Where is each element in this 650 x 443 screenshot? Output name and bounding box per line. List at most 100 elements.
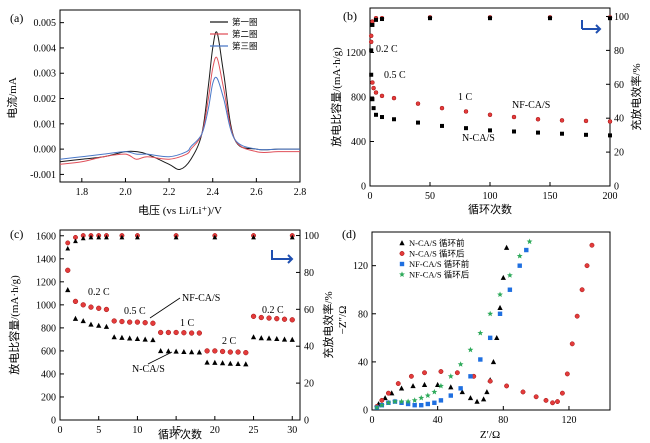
nf-after-point <box>392 398 398 405</box>
n-after-point <box>520 389 526 395</box>
panel-d-frame <box>371 231 611 411</box>
n-rate-point <box>258 335 264 341</box>
n-after-point <box>533 394 539 400</box>
legend-d-marker <box>399 251 405 256</box>
n-efficiency-point <box>380 17 384 22</box>
legend-d-marker <box>399 271 405 277</box>
n-rate-point <box>274 335 280 342</box>
nf-rate-point <box>212 348 218 354</box>
n-rate-efficiency-point <box>73 238 78 244</box>
n-before-point <box>398 385 405 391</box>
panel-c-y-tick-label: 200 <box>41 392 56 403</box>
panel-d-x-tick-label: 40 <box>433 415 443 426</box>
nf-rate-point <box>219 348 226 355</box>
n-capacity-point <box>380 115 384 120</box>
panel-a-x-tick-label: 2.6 <box>250 187 263 198</box>
panel-d-x-tick-label: 0 <box>370 415 375 426</box>
nf-capacity-point <box>368 33 374 39</box>
panel-b-x-tick-label: 200 <box>603 191 618 202</box>
panel-b-y-tick-label: 0 <box>361 182 366 193</box>
panel-c-y-tick-label: 1000 <box>36 300 56 311</box>
nf-capacity-point <box>559 118 565 123</box>
rate-label: 0.2 C <box>376 44 398 55</box>
nf-rate-point <box>258 314 264 321</box>
panel-c-y-tick-label: 800 <box>41 323 56 334</box>
nf-capacity-point <box>391 95 397 101</box>
n-efficiency-point <box>370 22 375 27</box>
panel-b-xlabel: 循环次数 <box>468 202 512 216</box>
nf-before-point <box>432 400 437 405</box>
nf-before-point <box>517 263 522 268</box>
nf-before-point <box>412 402 417 408</box>
series-label: N-CA/S <box>132 364 165 375</box>
nf-rate-point <box>111 318 117 324</box>
panel-d-xlabel: Z′/Ω <box>480 429 500 441</box>
nf-before-point <box>468 374 473 379</box>
n-rate-efficiency-point <box>173 234 179 240</box>
n-before-point <box>490 359 497 365</box>
n-capacity-point <box>374 112 378 117</box>
panel-b-y2-tick-label: 100 <box>614 12 629 23</box>
n-capacity-point <box>371 106 376 111</box>
cv-curve-3 <box>59 76 300 160</box>
nf-after-point <box>405 398 412 405</box>
nf-rate-point <box>134 319 141 325</box>
n-efficiency-point <box>548 16 552 21</box>
nf-before-point <box>405 401 411 407</box>
nf-capacity-point <box>371 85 376 91</box>
n-rate-efficiency-point <box>212 234 218 240</box>
n-capacity-point <box>560 131 564 136</box>
n-rate-point <box>134 335 141 342</box>
nf-after-point <box>424 392 431 399</box>
panel-b-y-tick-label: 1200 <box>346 48 366 59</box>
n-rate-efficiency-point <box>88 234 94 240</box>
panel-b-y2-tick-label: 80 <box>614 46 624 57</box>
panel-d: (d) Z′/Ω −Z″/Ω 0 40 80 120 0 40 80 120 N-CA/S 循… <box>337 227 611 441</box>
panel-c-y-tick-label: 400 <box>41 369 56 380</box>
panel-a-label: (a) <box>10 11 23 25</box>
panel-b-ylabel-right: 充放电效率/% <box>629 63 643 130</box>
nf-capacity-point <box>415 101 421 106</box>
nf-rate-point <box>266 315 272 321</box>
cv-curve-2 <box>59 56 300 165</box>
n-before-point <box>500 274 506 280</box>
nf-rate-point <box>243 349 249 356</box>
n-before-point <box>467 395 474 401</box>
n-rate-point <box>173 348 179 354</box>
panel-c-y2-tick-label: 20 <box>304 379 314 390</box>
panel-c-y-tick-label: 1400 <box>36 254 56 265</box>
n-after-point <box>408 373 414 379</box>
nf-rate-point <box>173 329 179 336</box>
panel-a-ylabel: 电流/mA <box>5 77 19 119</box>
nf-rate-point <box>281 316 288 322</box>
nf-before-point <box>419 402 424 408</box>
legend-d-label: NF-CA/S 循环后 <box>409 270 470 280</box>
n-capacity-point <box>392 117 396 122</box>
panel-d-y-tick-label: 40 <box>358 357 368 368</box>
panel-c-x-tick-label: 15 <box>171 425 181 436</box>
nf-after-point <box>447 373 454 379</box>
n-after-point <box>564 371 570 377</box>
panel-b: (b) 循环次数 放电比容量/(mA·h/g) 充放电效率/% 0 50 100 15… <box>329 7 643 216</box>
n-rate-point <box>111 334 117 340</box>
nf-after-point <box>431 388 438 395</box>
panel-c-x-tick-label: 30 <box>287 425 297 436</box>
panel-b-x-tick-label: 150 <box>543 191 558 202</box>
panel-c-y-tick-label: 1200 <box>36 277 56 288</box>
n-after-point <box>559 390 565 396</box>
nf-rate-point <box>235 349 241 355</box>
panel-b-y2-tick-label: 60 <box>614 80 624 91</box>
n-efficiency-point <box>608 16 612 21</box>
legend-d-label: N-CA/S 循环前 <box>409 238 465 248</box>
panel-d-y-tick-label: 80 <box>358 309 368 320</box>
nf-capacity-point <box>511 114 517 120</box>
panel-b-x-tick-label: 0 <box>368 191 373 202</box>
n-rate-point <box>72 315 79 321</box>
nf-before-point <box>425 401 431 407</box>
n-after-point <box>574 313 580 319</box>
nf-capacity-point <box>463 109 469 114</box>
panel-c-y2-tick-label: 0 <box>304 416 309 427</box>
n-after-point <box>385 390 391 396</box>
n-before-point <box>410 383 416 389</box>
nf-before-point <box>487 335 493 341</box>
